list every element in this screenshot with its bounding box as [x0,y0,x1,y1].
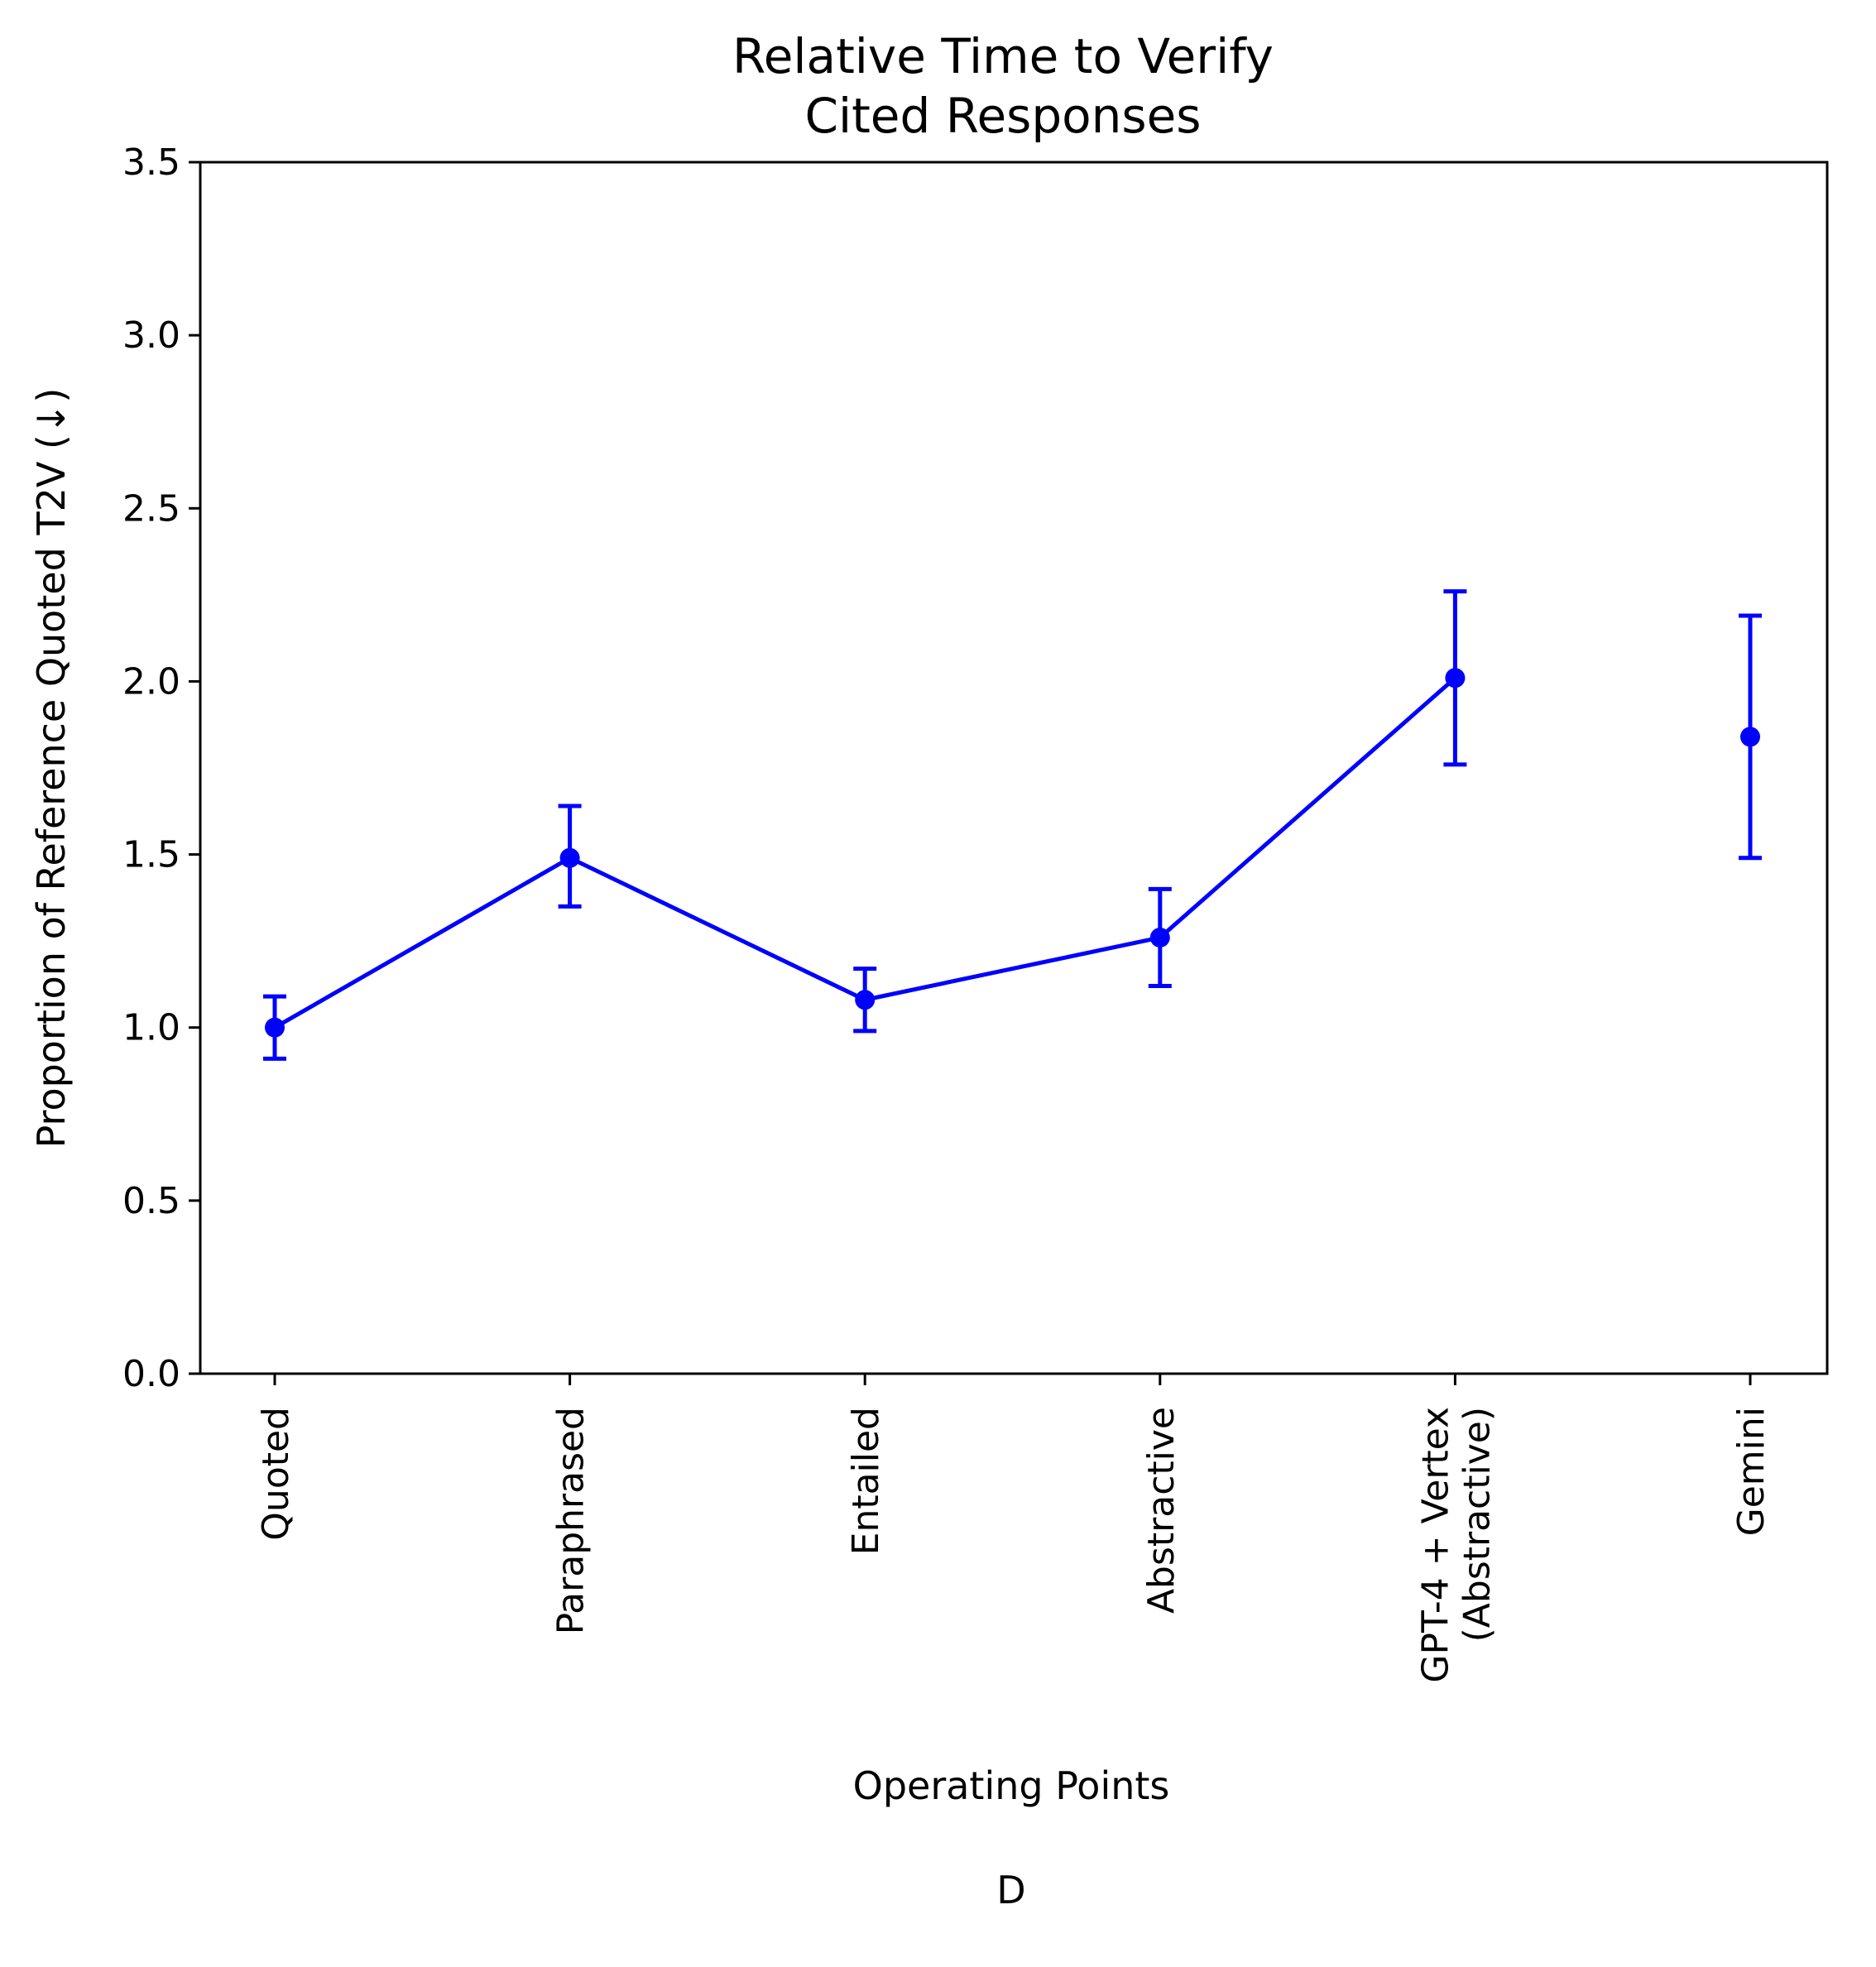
y-tick-label: 2.5 [122,487,180,530]
y-tick-label: 2.0 [122,660,180,703]
chart-title-line-2: Cited Responses [804,88,1201,144]
x-tick-label: Abstractive [1140,1407,1183,1614]
data-point [265,1017,285,1038]
data-point [1740,727,1760,747]
x-tick-label: Gemini [1730,1407,1773,1536]
data-point [1445,668,1466,688]
y-axis-label: Proportion of Reference Quoted T2V (↓) [29,388,74,1149]
chart-title-line-1: Relative Time to Verify [732,28,1274,84]
data-point [559,847,580,868]
x-axis-label: Operating Points [853,1763,1170,1808]
y-tick-label: 0.5 [122,1180,180,1222]
x-tick-label: Quoted [255,1407,297,1541]
x-tick-label: Entailed [845,1407,887,1555]
y-tick-label: 3.5 [122,142,180,184]
y-tick-label: 0.0 [122,1353,180,1395]
x-tick-label: Paraphrased [550,1407,593,1634]
plot-frame [199,161,1829,1375]
data-point [855,990,876,1010]
panel-label: D [996,1868,1025,1912]
plot-area [263,589,1762,1061]
y-axis: 0.0 0.5 1.0 1.5 2.0 2.5 3.0 3.5 [122,142,200,1395]
x-tick-label: (Abstractive) [1456,1407,1498,1642]
y-tick-label: 1.0 [122,1007,180,1049]
x-axis: Quoted Paraphrased Entailed Abstractive GPT-… [255,1374,1773,1683]
y-tick-label: 3.0 [122,314,180,357]
data-point [1149,927,1170,948]
x-tick-label: GPT-4 + Vertex [1414,1407,1456,1683]
y-tick-label: 1.5 [122,834,180,876]
